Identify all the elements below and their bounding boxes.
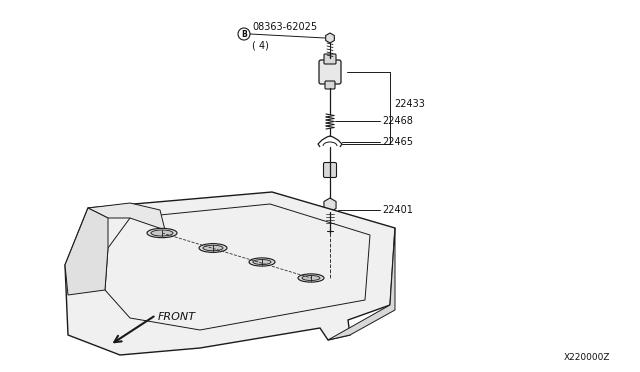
Text: 22468: 22468 xyxy=(382,116,413,126)
Circle shape xyxy=(238,28,250,40)
Polygon shape xyxy=(65,208,108,295)
Polygon shape xyxy=(65,192,395,355)
Ellipse shape xyxy=(253,260,271,264)
Ellipse shape xyxy=(302,276,320,280)
Ellipse shape xyxy=(298,274,324,282)
FancyBboxPatch shape xyxy=(324,54,336,64)
Text: B: B xyxy=(241,29,247,38)
Polygon shape xyxy=(328,228,395,340)
FancyBboxPatch shape xyxy=(323,163,337,177)
Text: 22465: 22465 xyxy=(382,137,413,147)
Ellipse shape xyxy=(203,245,223,251)
Polygon shape xyxy=(88,203,165,230)
Text: FRONT: FRONT xyxy=(158,312,196,322)
Polygon shape xyxy=(324,198,336,212)
FancyBboxPatch shape xyxy=(319,60,341,84)
Text: X220000Z: X220000Z xyxy=(563,353,610,362)
Ellipse shape xyxy=(249,258,275,266)
Text: 22401: 22401 xyxy=(382,205,413,215)
Ellipse shape xyxy=(199,244,227,252)
FancyBboxPatch shape xyxy=(325,81,335,89)
Text: 08363-62025: 08363-62025 xyxy=(252,22,317,32)
Ellipse shape xyxy=(151,230,173,236)
Text: ( 4): ( 4) xyxy=(252,40,269,50)
Ellipse shape xyxy=(147,228,177,238)
Text: 22433: 22433 xyxy=(394,99,425,109)
